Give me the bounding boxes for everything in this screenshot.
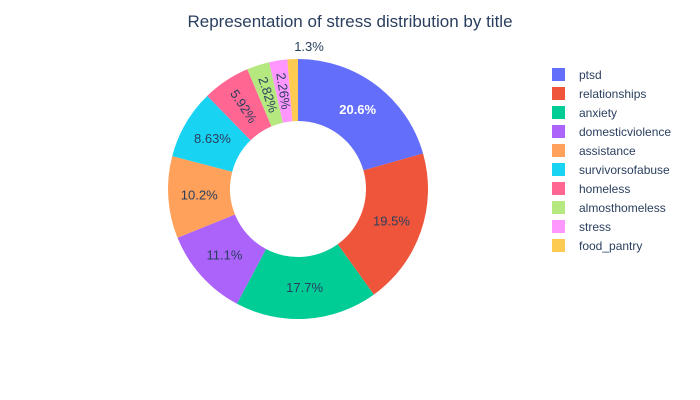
legend-item-homeless[interactable]: homeless [552, 179, 671, 198]
legend-label: relationships [579, 86, 647, 101]
legend-swatch [552, 106, 565, 119]
legend-item-assistance[interactable]: assistance [552, 141, 671, 160]
slice-label-relationships: 19.5% [373, 214, 410, 229]
legend-swatch [552, 87, 565, 100]
slice-almosthomeless[interactable] [247, 62, 283, 127]
slice-ptsd[interactable] [298, 59, 424, 171]
legend-item-ptsd[interactable]: ptsd [552, 65, 671, 84]
legend-label: almosthomeless [579, 200, 666, 215]
slice-assistance[interactable] [168, 156, 235, 238]
legend-item-food_pantry[interactable]: food_pantry [552, 236, 671, 255]
legend-swatch [552, 220, 565, 233]
legend-item-domesticviolence[interactable]: domesticviolence [552, 122, 671, 141]
legend-label: domesticviolence [579, 124, 672, 139]
chart-title: Representation of stress distribution by… [187, 12, 513, 31]
legend: ptsd relationships anxiety domesticviolence… [552, 65, 671, 255]
legend-swatch [552, 125, 565, 138]
legend-label: ptsd [579, 67, 602, 82]
legend-item-stress[interactable]: stress [552, 217, 671, 236]
slice-label-stress: 2.26% [273, 72, 293, 111]
slice-label-assistance: 10.2% [181, 187, 218, 202]
slice-survivorsofabuse[interactable] [172, 95, 251, 172]
legend-swatch [552, 163, 565, 176]
legend-label: survivorsofabuse [579, 162, 670, 177]
legend-swatch [552, 239, 565, 252]
legend-label: homeless [579, 181, 631, 196]
legend-swatch [552, 182, 565, 195]
legend-swatch [552, 144, 565, 157]
legend-item-survivorsofabuse[interactable]: survivorsofabuse [552, 160, 671, 179]
slice-label-anxiety: 17.7% [286, 280, 323, 295]
slice-food_pantry[interactable] [287, 59, 298, 122]
slice-label-domesticviolence: 11.1% [206, 247, 242, 262]
slice-label-food_pantry: 1.3% [294, 39, 324, 54]
legend-swatch [552, 201, 565, 214]
slice-label-ptsd: 20.6% [339, 102, 376, 117]
legend-label: food_pantry [579, 238, 643, 253]
legend-item-almosthomeless[interactable]: almosthomeless [552, 198, 671, 217]
legend-item-relationships[interactable]: relationships [552, 84, 671, 103]
legend-swatch [552, 68, 565, 81]
slice-label-survivorsofabuse: 8.63% [194, 131, 231, 146]
legend-label: assistance [579, 143, 636, 158]
legend-label: anxiety [579, 105, 618, 120]
slice-homeless[interactable] [207, 69, 272, 141]
slice-relationships[interactable] [337, 153, 428, 295]
slice-anxiety[interactable] [236, 244, 374, 319]
legend-label: stress [579, 219, 612, 234]
slice-stress[interactable] [269, 59, 293, 123]
legend-item-anxiety[interactable]: anxiety [552, 103, 671, 122]
slice-domesticviolence[interactable] [177, 214, 267, 304]
